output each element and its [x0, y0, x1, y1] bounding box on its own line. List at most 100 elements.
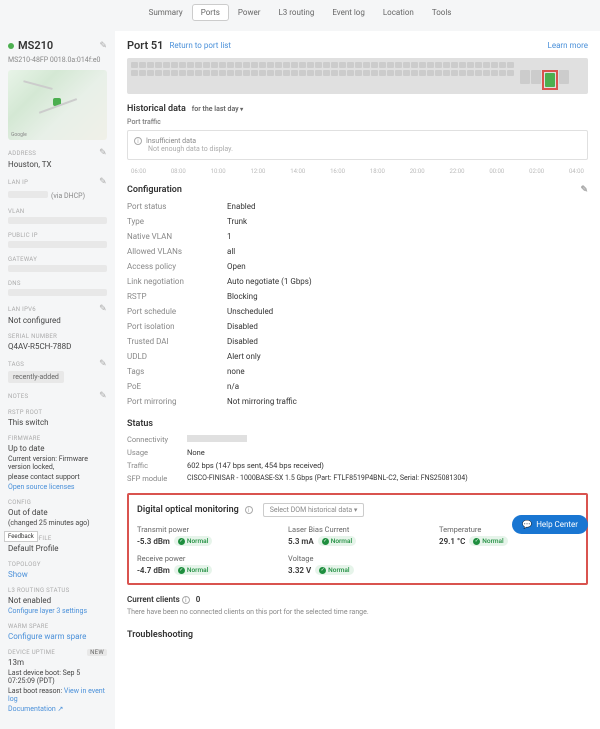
port-cell[interactable]: [443, 70, 450, 76]
help-button[interactable]: Help Center: [512, 515, 588, 534]
port-cell[interactable]: [411, 62, 418, 68]
port-cell[interactable]: [339, 62, 346, 68]
tab-l3-routing[interactable]: L3 routing: [269, 4, 323, 21]
port-cell[interactable]: [243, 70, 250, 76]
port-cell[interactable]: [483, 70, 490, 76]
up-doc[interactable]: Documentation ↗: [8, 705, 107, 713]
port-cell[interactable]: [139, 62, 146, 68]
map[interactable]: Google: [8, 70, 107, 140]
port-cell[interactable]: [131, 70, 138, 76]
port-cell[interactable]: [291, 62, 298, 68]
port-cell[interactable]: [387, 62, 394, 68]
port-cell[interactable]: [259, 62, 266, 68]
port-cell[interactable]: [275, 70, 282, 76]
port-cell[interactable]: [131, 62, 138, 68]
port-cell[interactable]: [411, 70, 418, 76]
port-cell[interactable]: [187, 70, 194, 76]
learn-more-link[interactable]: Learn more: [548, 41, 588, 50]
sfp-port[interactable]: [531, 70, 541, 84]
port-cell[interactable]: [227, 62, 234, 68]
port-cell[interactable]: [475, 62, 482, 68]
port-cell[interactable]: [355, 62, 362, 68]
port-cell[interactable]: [403, 62, 410, 68]
port-cell[interactable]: [427, 62, 434, 68]
port-cell[interactable]: [443, 62, 450, 68]
port-cell[interactable]: [155, 70, 162, 76]
edit-icon[interactable]: ✎: [99, 304, 107, 314]
l3-link[interactable]: Configure layer 3 settings: [8, 607, 107, 615]
port-cell[interactable]: [395, 70, 402, 76]
port-cell[interactable]: [307, 70, 314, 76]
port-cell[interactable]: [203, 70, 210, 76]
port-cell[interactable]: [483, 62, 490, 68]
port-cell[interactable]: [371, 70, 378, 76]
port-cell[interactable]: [179, 62, 186, 68]
port-cell[interactable]: [267, 62, 274, 68]
port-cell[interactable]: [459, 70, 466, 76]
edit-icon[interactable]: ✎: [99, 359, 107, 369]
port-cell[interactable]: [283, 70, 290, 76]
port-cell[interactable]: [219, 62, 226, 68]
port-cell[interactable]: [387, 70, 394, 76]
edit-icon[interactable]: ✎: [99, 148, 107, 158]
port-cell[interactable]: [211, 70, 218, 76]
port-cell[interactable]: [251, 62, 258, 68]
port-cell[interactable]: [315, 70, 322, 76]
port-cell[interactable]: [195, 70, 202, 76]
port-cell[interactable]: [507, 70, 514, 76]
port-cell[interactable]: [283, 62, 290, 68]
port-cell[interactable]: [267, 70, 274, 76]
port-cell[interactable]: [187, 62, 194, 68]
port-cell[interactable]: [499, 62, 506, 68]
port-grid[interactable]: [127, 58, 588, 94]
port-cell[interactable]: [219, 70, 226, 76]
port-cell[interactable]: [211, 62, 218, 68]
port-cell[interactable]: [331, 70, 338, 76]
port-cell[interactable]: [171, 70, 178, 76]
port-cell[interactable]: [475, 70, 482, 76]
tag[interactable]: recently-added: [8, 371, 64, 383]
port-cell[interactable]: [251, 70, 258, 76]
port-cell[interactable]: [331, 62, 338, 68]
port-cell[interactable]: [355, 70, 362, 76]
port-cell[interactable]: [491, 70, 498, 76]
tab-location[interactable]: Location: [374, 4, 423, 21]
port-cell[interactable]: [395, 62, 402, 68]
port-cell[interactable]: [179, 70, 186, 76]
port-cell[interactable]: [435, 62, 442, 68]
hist-range-dd[interactable]: for the last day: [192, 105, 243, 113]
port-cell[interactable]: [419, 62, 426, 68]
edit-icon[interactable]: ✎: [99, 177, 107, 187]
topo-link[interactable]: Show: [8, 570, 107, 579]
port-cell[interactable]: [347, 70, 354, 76]
return-link[interactable]: Return to port list: [169, 41, 231, 50]
fw-link[interactable]: Open source licenses: [8, 483, 107, 491]
port-cell[interactable]: [299, 70, 306, 76]
port-cell[interactable]: [259, 70, 266, 76]
tab-power[interactable]: Power: [229, 4, 270, 21]
sfp-port[interactable]: [545, 73, 555, 87]
port-cell[interactable]: [419, 70, 426, 76]
port-cell[interactable]: [499, 70, 506, 76]
port-cell[interactable]: [155, 62, 162, 68]
port-cell[interactable]: [171, 62, 178, 68]
port-cell[interactable]: [451, 70, 458, 76]
port-cell[interactable]: [371, 62, 378, 68]
port-cell[interactable]: [427, 70, 434, 76]
port-cell[interactable]: [467, 70, 474, 76]
port-cell[interactable]: [435, 70, 442, 76]
tab-event-log[interactable]: Event log: [323, 4, 374, 21]
port-cell[interactable]: [307, 62, 314, 68]
port-cell[interactable]: [403, 70, 410, 76]
port-cell[interactable]: [451, 62, 458, 68]
port-cell[interactable]: [491, 62, 498, 68]
port-cell[interactable]: [195, 62, 202, 68]
port-cell[interactable]: [339, 70, 346, 76]
port-cell[interactable]: [147, 62, 154, 68]
port-cell[interactable]: [275, 62, 282, 68]
dom-select[interactable]: Select DOM historical data ▾: [263, 503, 365, 517]
ws-link[interactable]: Configure warm spare: [8, 632, 107, 641]
port-cell[interactable]: [291, 70, 298, 76]
info-icon[interactable]: i: [182, 596, 190, 604]
port-cell[interactable]: [315, 62, 322, 68]
